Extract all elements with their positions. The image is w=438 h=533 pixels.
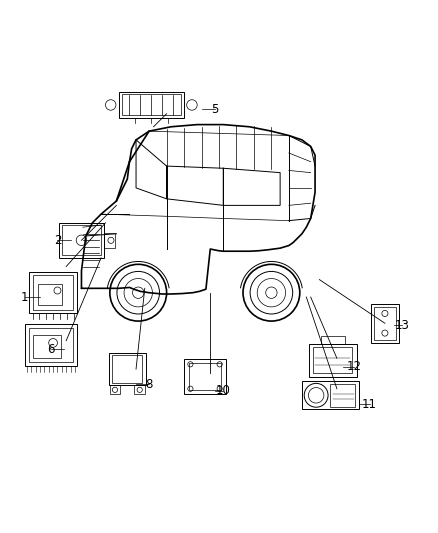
Bar (25, 325, 77, 366)
Bar (330, 384, 355, 407)
Bar (184, 359, 226, 394)
Text: 11: 11 (362, 398, 377, 410)
Bar (29, 272, 77, 313)
Text: 13: 13 (395, 319, 410, 332)
Bar (110, 385, 120, 394)
Bar (33, 276, 73, 310)
Text: 5: 5 (211, 103, 218, 116)
Bar (38, 284, 62, 305)
Bar (313, 348, 352, 373)
Text: 10: 10 (216, 384, 231, 398)
Bar (62, 225, 101, 255)
Bar (59, 223, 104, 258)
Bar (109, 353, 146, 385)
Bar (104, 233, 115, 248)
Bar (32, 335, 61, 358)
Text: 1: 1 (21, 290, 28, 304)
Bar (122, 94, 180, 116)
Bar (321, 336, 345, 344)
Bar (189, 362, 221, 391)
Bar (308, 344, 357, 377)
Bar (119, 92, 184, 118)
Bar (374, 306, 396, 340)
Bar (371, 304, 399, 343)
Text: 8: 8 (145, 378, 153, 391)
Bar (29, 328, 73, 362)
Bar (134, 385, 145, 394)
Text: 2: 2 (54, 234, 61, 247)
Bar (112, 356, 142, 383)
Bar (302, 381, 359, 409)
Text: 6: 6 (47, 343, 55, 356)
Text: 12: 12 (347, 360, 362, 374)
